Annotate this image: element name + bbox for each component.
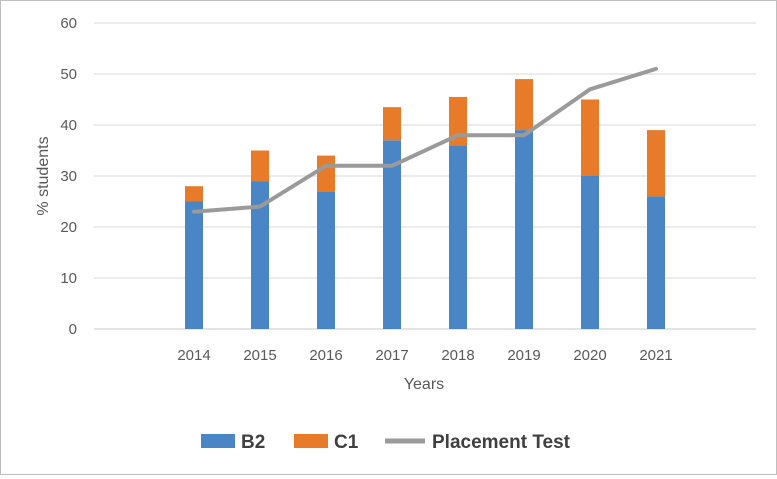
legend-label-b2: B2 xyxy=(241,432,265,453)
bar-c1-2019 xyxy=(515,79,533,131)
bar-b2-2016 xyxy=(317,191,335,329)
legend-label-placement-test: Placement Test xyxy=(432,432,571,453)
bar-c1-2014 xyxy=(185,186,203,202)
y-tick-label: 40 xyxy=(60,117,77,134)
bar-b2-2014 xyxy=(185,201,203,329)
x-tick-label: 2014 xyxy=(177,347,210,364)
bar-b2-2020 xyxy=(581,176,599,329)
x-axis-title: Years xyxy=(404,376,444,393)
x-tick-label: 2021 xyxy=(639,347,672,364)
y-tick-label: 60 xyxy=(60,15,77,32)
legend-swatch-c1 xyxy=(294,434,328,448)
bar-b2-2017 xyxy=(383,140,401,329)
x-tick-label: 2019 xyxy=(507,347,540,364)
placement-test-line xyxy=(192,66,658,214)
bars xyxy=(185,79,665,329)
x-tick-label: 2020 xyxy=(573,347,606,364)
bar-c1-2020 xyxy=(581,99,599,176)
bar-b2-2021 xyxy=(647,196,665,329)
legend-swatch-b2 xyxy=(201,434,235,448)
y-tick-label: 50 xyxy=(60,66,77,83)
x-tick-label: 2017 xyxy=(375,347,408,364)
legend: B2 C1 Placement Test xyxy=(201,432,571,453)
line-placement-test xyxy=(192,66,658,214)
bar-c1-2017 xyxy=(383,107,401,141)
x-tick-label: 2016 xyxy=(309,347,342,364)
bar-c1-2021 xyxy=(647,130,665,197)
legend-label-c1: C1 xyxy=(334,432,359,453)
bar-c1-2016 xyxy=(317,155,335,192)
x-axis-tick-labels: 2014 2015 2016 2017 2018 2019 2020 2021 xyxy=(177,347,672,364)
x-tick-label: 2018 xyxy=(441,347,474,364)
y-tick-label: 30 xyxy=(60,168,77,185)
x-tick-label: 2015 xyxy=(243,347,276,364)
gridlines xyxy=(94,22,756,330)
y-tick-label: 0 xyxy=(69,321,77,338)
bar-b2-2018 xyxy=(449,145,467,329)
y-axis-title: % students xyxy=(35,136,52,215)
bar-c1-2015 xyxy=(251,150,269,182)
bar-b2-2015 xyxy=(251,181,269,329)
y-tick-label: 20 xyxy=(60,219,77,236)
y-axis-tick-labels: 0 10 20 30 40 50 60 xyxy=(60,15,77,338)
bar-b2-2019 xyxy=(515,130,533,329)
y-tick-label: 10 xyxy=(60,270,77,287)
